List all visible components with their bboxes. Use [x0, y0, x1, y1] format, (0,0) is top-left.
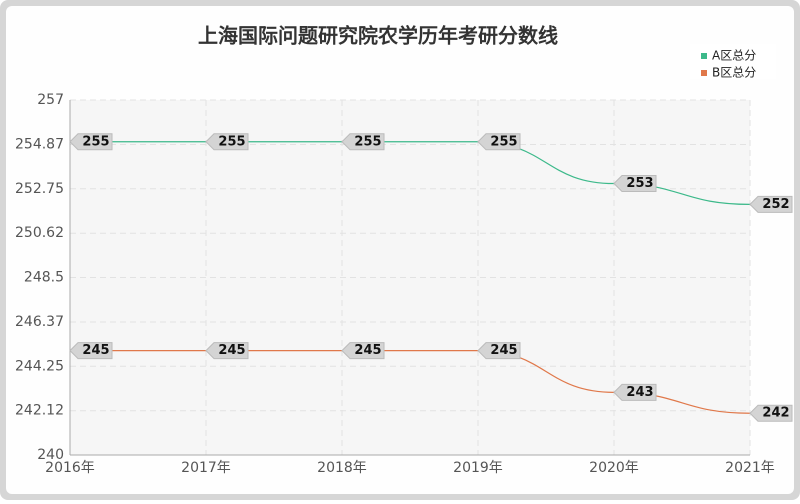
data-label: 255	[490, 134, 517, 149]
y-tick-label: 246.37	[15, 314, 64, 330]
legend-box	[690, 61, 776, 79]
legend-swatch	[701, 70, 707, 76]
data-label: 245	[218, 343, 245, 358]
data-label-box	[477, 133, 521, 151]
data-label-box	[613, 175, 657, 193]
y-tick-label: 242.12	[15, 403, 64, 419]
data-label-box	[205, 342, 249, 360]
data-label-box	[749, 404, 793, 422]
chart-title: 上海国际问题研究院农学历年考研分数线	[198, 24, 558, 48]
x-tick-label: 2018年	[317, 460, 367, 476]
data-label: 252	[762, 197, 789, 212]
y-tick-label: 240	[37, 447, 64, 463]
legend-box	[690, 44, 776, 62]
legend-swatch	[701, 53, 707, 59]
data-label-box	[69, 133, 113, 151]
data-label: 245	[82, 343, 109, 358]
x-tick-label: 2017年	[181, 460, 231, 476]
data-label: 255	[354, 134, 381, 149]
data-label-box	[341, 133, 385, 151]
data-label: 245	[490, 343, 517, 358]
data-label-box	[69, 342, 113, 360]
data-label-box	[477, 342, 521, 360]
y-tick-label: 244.25	[15, 358, 64, 374]
x-tick-label: 2020年	[589, 460, 639, 476]
data-label-box	[749, 195, 793, 213]
data-label-box	[613, 383, 657, 401]
data-label: 255	[82, 134, 109, 149]
x-tick-label: 2019年	[453, 460, 503, 476]
y-tick-label: 257	[37, 92, 64, 108]
data-label: 243	[626, 385, 653, 400]
legend-label: B区总分	[712, 66, 756, 80]
data-label: 245	[354, 343, 381, 358]
x-tick-label: 2016年	[45, 460, 95, 476]
legend-label: A区总分	[712, 49, 756, 63]
x-tick-label: 2021年	[725, 460, 775, 476]
data-label: 253	[626, 176, 653, 191]
y-tick-label: 248.5	[24, 270, 64, 286]
y-tick-label: 250.62	[15, 225, 64, 241]
data-label-box	[205, 133, 249, 151]
data-label: 255	[218, 134, 245, 149]
y-tick-label: 252.75	[15, 181, 64, 197]
data-label-box	[341, 342, 385, 360]
data-label: 242	[762, 406, 789, 421]
y-tick-label: 254.87	[15, 136, 64, 152]
